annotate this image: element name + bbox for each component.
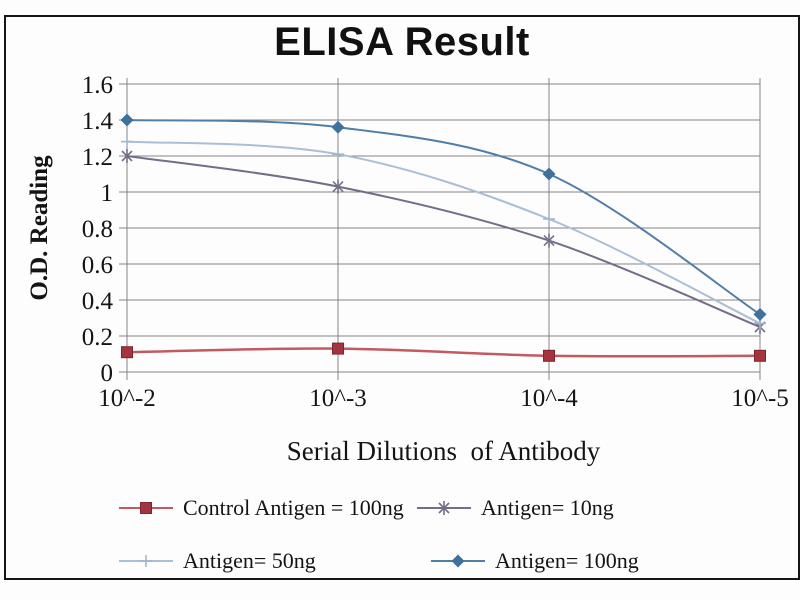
- legend-item-control-antigen-100ng: Control Antigen = 100ng: [118, 495, 404, 520]
- marker-star: [121, 149, 133, 163]
- marker-star: [438, 501, 450, 515]
- marker-plus: [121, 135, 133, 148]
- legend-item-antigen-10ng: Antigen= 10ng: [416, 495, 614, 520]
- marker-star: [332, 179, 344, 194]
- chart-outer-frame: [4, 15, 800, 580]
- series-line-control-antigen-100ng: [125, 347, 762, 358]
- series-line-antigen-10ng: [126, 155, 761, 328]
- legend-marker-square: [119, 502, 173, 514]
- y-tick-label: 0.4: [82, 288, 114, 315]
- marker-diamond-shape: [120, 113, 134, 127]
- y-tick-label: 0: [101, 360, 114, 387]
- marker-square: [121, 346, 133, 359]
- marker-diamond-shape: [753, 307, 767, 321]
- y-tick-label: 0.2: [82, 324, 113, 351]
- marker-diamond: [120, 113, 134, 127]
- legend-label: Antigen= 10ng: [481, 495, 614, 520]
- marker-diamond-shape: [331, 120, 345, 134]
- marker-star: [543, 233, 555, 248]
- legend-marker-diamond: [431, 554, 485, 568]
- marker-plus: [140, 555, 152, 567]
- x-tick-label: 10^-2: [98, 385, 156, 412]
- legend-label: Control Antigen = 100ng: [183, 495, 404, 520]
- x-tick-label: 10^-5: [731, 385, 789, 412]
- marker-square-shape: [140, 502, 152, 514]
- marker-square: [332, 342, 344, 355]
- x-tick-label: 10^-3: [309, 385, 367, 412]
- legend-label: Antigen= 100ng: [495, 548, 639, 573]
- series-line-antigen-50ng: [126, 140, 761, 325]
- legend-marker-plus: [119, 555, 173, 567]
- y-tick-label: 1.4: [82, 108, 114, 135]
- x-tick-label: 10^-4: [520, 385, 578, 412]
- marker-square: [140, 502, 152, 514]
- y-axis-title: O.D. Reading: [26, 155, 53, 301]
- marker-square: [754, 349, 766, 362]
- marker-square: [543, 349, 555, 362]
- marker-diamond: [753, 307, 767, 321]
- marker-diamond-shape: [451, 554, 465, 568]
- marker-diamond: [451, 554, 465, 568]
- legend-item-antigen-100ng: Antigen= 100ng: [430, 548, 639, 573]
- y-tick-label: 1.2: [82, 144, 113, 171]
- marker-diamond-shape: [542, 167, 556, 181]
- marker-square-shape: [543, 349, 555, 362]
- y-tick-label: 0.6: [82, 252, 113, 279]
- legend-marker-star: [417, 501, 471, 515]
- series-line-antigen-100ng: [126, 119, 761, 316]
- marker-square-shape: [332, 342, 344, 355]
- y-tick-label: 1: [101, 180, 114, 207]
- chart-title: ELISA Result: [274, 20, 530, 64]
- marker-diamond: [331, 120, 345, 134]
- marker-plus: [543, 213, 555, 225]
- marker-diamond: [542, 167, 556, 181]
- x-axis-title: Serial Dilutions of Antibody: [286, 436, 601, 466]
- legend-item-antigen-50ng: Antigen= 50ng: [118, 548, 316, 573]
- marker-square-shape: [121, 346, 133, 359]
- y-tick-label: 1.6: [82, 72, 113, 99]
- legend-label: Antigen= 50ng: [183, 548, 316, 573]
- marker-square-shape: [754, 349, 766, 362]
- marker-plus: [332, 148, 344, 161]
- y-tick-label: 0.8: [82, 216, 113, 243]
